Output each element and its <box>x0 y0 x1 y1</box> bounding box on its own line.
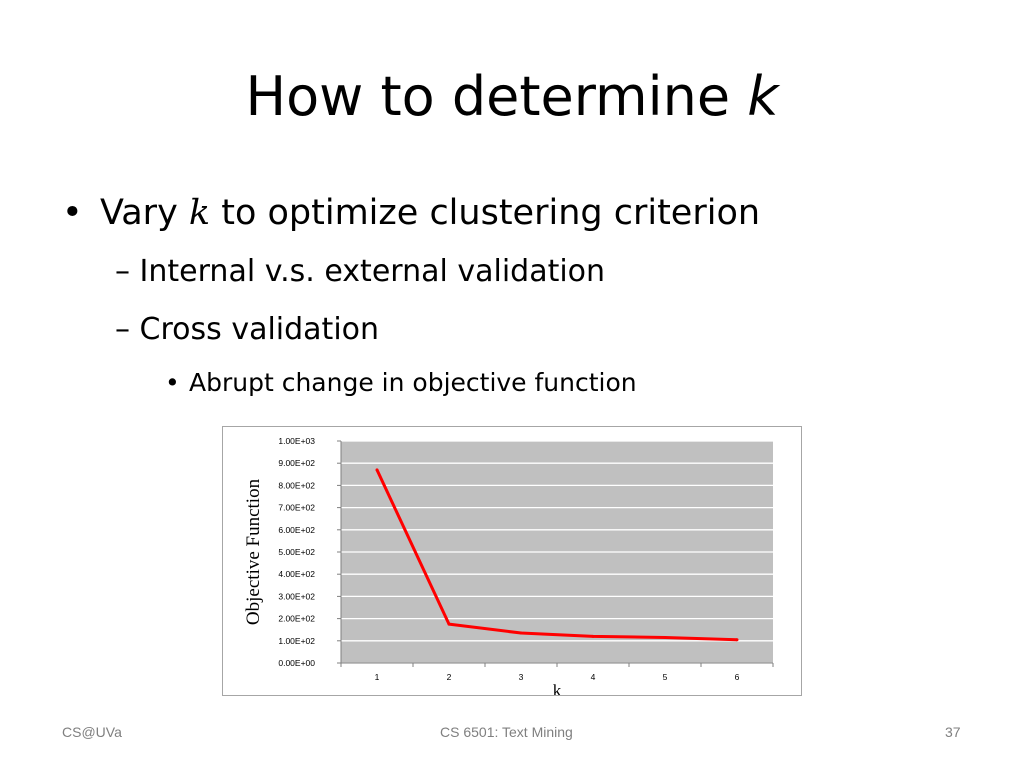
subsub-bullet-abrupt-change: • Abrupt change in objective function <box>165 366 637 400</box>
footer-left: CS@UVa <box>62 724 122 740</box>
y-tick-label: 5.00E+02 <box>278 547 315 557</box>
y-tick-label: 2.00E+02 <box>278 614 315 624</box>
footer-center: CS 6501: Text Mining <box>440 724 573 740</box>
objective-function-chart: 0.00E+00 1.00E+02 2.00E+02 3.00E+02 4.00E+02… <box>222 426 802 700</box>
x-tick-label: 3 <box>519 672 524 682</box>
x-tick-label: 6 <box>735 672 740 682</box>
sub-marker: – <box>115 312 130 347</box>
title-variable: k <box>747 65 779 128</box>
y-tick-label: 6.00E+02 <box>278 525 315 535</box>
title-text: How to determine <box>245 65 748 128</box>
sub-bullet-text: Cross validation <box>139 312 380 347</box>
bullet-vary-k: • Vary k to optimize clustering criterion <box>62 190 760 236</box>
x-tick-label: 1 <box>375 672 380 682</box>
x-tick-label: 4 <box>591 672 596 682</box>
bullet-marker: • <box>62 193 83 233</box>
sub-marker: – <box>115 254 130 289</box>
data-point <box>591 634 595 638</box>
y-tick-label: 0.00E+00 <box>278 658 315 668</box>
y-tick-label: 1.00E+02 <box>278 636 315 646</box>
data-point <box>447 622 451 626</box>
data-point <box>663 635 667 639</box>
chart-svg: 0.00E+00 1.00E+02 2.00E+02 3.00E+02 4.00E+02… <box>243 436 774 700</box>
y-tick-label: 7.00E+02 <box>278 503 315 513</box>
bullet-marker: • <box>165 368 180 397</box>
sub-bullet-cross-validation: – Cross validation <box>115 310 379 350</box>
y-tick-label: 8.00E+02 <box>278 480 315 490</box>
data-point <box>735 638 739 642</box>
subsub-bullet-text: Abrupt change in objective function <box>189 368 637 397</box>
x-tick-label: 2 <box>447 672 452 682</box>
slide-title: How to determine k <box>0 64 1024 130</box>
sub-bullet-text: Internal v.s. external validation <box>139 254 606 289</box>
sub-bullet-internal-external: – Internal v.s. external validation <box>115 252 605 292</box>
y-tick-label: 4.00E+02 <box>278 569 315 579</box>
bullet-variable: k <box>188 193 211 233</box>
y-tick-label: 3.00E+02 <box>278 591 315 601</box>
x-axis-label: k <box>553 681 562 695</box>
data-point <box>375 468 379 472</box>
bullet-text-post: to optimize clustering criterion <box>210 193 761 233</box>
bullet-text-pre: Vary <box>100 193 189 233</box>
y-tick-label: 1.00E+03 <box>278 436 315 446</box>
y-tick-label: 9.00E+02 <box>278 458 315 468</box>
x-tick-label: 5 <box>663 672 668 682</box>
data-point <box>519 631 523 635</box>
objective-function-line <box>375 469 738 642</box>
page-number: 37 <box>945 724 961 740</box>
y-axis-label: Objective Function <box>243 478 264 625</box>
